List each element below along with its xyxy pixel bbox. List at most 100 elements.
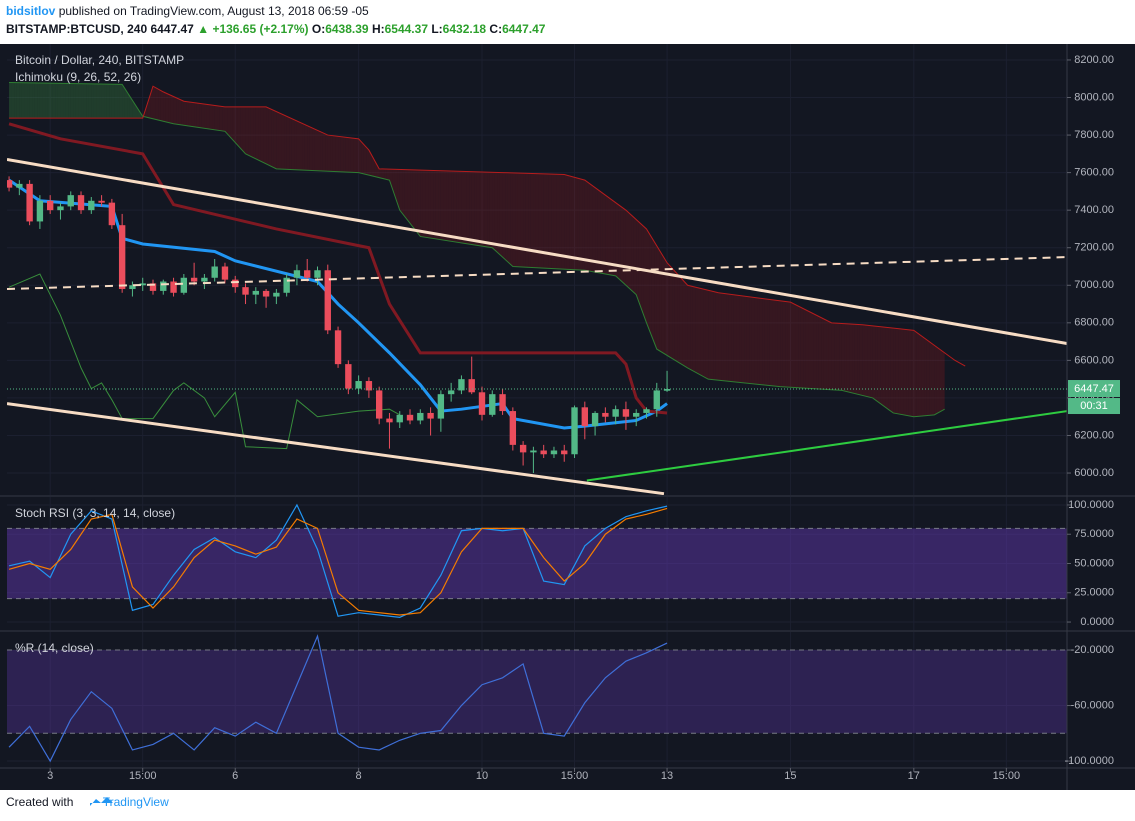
cloud-fill — [481, 171, 485, 247]
cloud-fill — [173, 96, 177, 125]
cloud-fill — [654, 241, 657, 350]
x-tick-label: 8 — [356, 770, 362, 782]
cloud-fill — [592, 185, 596, 273]
cloud-fill — [289, 117, 292, 170]
l-label: L: — [431, 22, 443, 36]
arrow: ▲ — [197, 22, 210, 36]
cloud-fill — [571, 176, 575, 270]
last-price-label: 6447.47 — [1074, 383, 1114, 395]
candle-body — [550, 450, 558, 455]
cloud-fill — [607, 197, 611, 275]
cloud-fill — [924, 337, 927, 416]
cloud-fill — [762, 298, 765, 386]
cloud-fill — [127, 92, 130, 119]
cloud-fill — [895, 328, 899, 414]
cloud-fill — [800, 307, 804, 389]
cloud-fill — [566, 175, 570, 270]
cloud-fill — [217, 105, 220, 131]
symbol: BITSTAMP:BTCUSD, 240 — [6, 22, 148, 36]
candle-body — [7, 180, 13, 188]
y-tick-label: -60.0000 — [1071, 699, 1114, 711]
cloud-fill — [332, 135, 336, 172]
cloud-fill — [160, 90, 164, 122]
cloud-fill — [389, 169, 393, 188]
cloud-fill — [201, 103, 205, 129]
trend-line — [7, 157, 1067, 345]
cloud-fill — [631, 214, 634, 293]
y-tick-label: 6200.00 — [1074, 429, 1114, 441]
cloud-fill — [710, 290, 714, 380]
brand[interactable]: TradingView — [102, 795, 169, 809]
cloud-fill — [669, 265, 673, 359]
indicator-line — [8, 503, 668, 618]
cloud-fill — [464, 171, 467, 244]
author[interactable]: bidsitlov — [6, 4, 56, 18]
cloud-fill — [906, 329, 909, 416]
cloud-fill — [27, 82, 30, 119]
cloud-fill — [152, 86, 156, 120]
cloud-fill — [726, 293, 729, 382]
cloud-fill — [430, 170, 434, 239]
cloud-fill — [327, 135, 331, 172]
cloud-fill — [854, 324, 858, 395]
cloud-fill — [376, 164, 380, 178]
cloud-line — [9, 85, 966, 367]
candle-body — [633, 412, 640, 417]
cloud-fill — [656, 245, 660, 351]
cloud-fill — [304, 124, 308, 171]
cloud-fill — [181, 100, 184, 126]
candle-body — [211, 266, 218, 278]
cloud-fill — [731, 294, 734, 382]
cloud-fill — [546, 173, 549, 269]
cloud-fill — [816, 315, 819, 390]
cloud-fill — [302, 123, 305, 171]
cloud-fill — [517, 173, 521, 267]
cloud-fill — [810, 312, 814, 389]
cloud-fill — [404, 169, 408, 221]
candle-body — [571, 407, 578, 455]
candle-body — [591, 412, 599, 427]
cloud-fill — [260, 106, 264, 163]
cloud-fill — [155, 87, 159, 121]
cloud-fill — [317, 130, 321, 171]
cloud-fill — [471, 171, 475, 245]
cloud-fill — [446, 170, 449, 241]
cloud-fill — [852, 324, 855, 394]
cloud-fill — [857, 324, 860, 395]
cloud-fill — [494, 172, 498, 253]
cloud-fill — [697, 287, 701, 375]
x-tick-label: 15:00 — [561, 770, 589, 782]
cloud-fill — [844, 323, 847, 392]
cloud-fill — [456, 171, 459, 243]
candle-body — [530, 450, 537, 453]
cloud-fill — [782, 301, 786, 387]
indicator-line — [8, 634, 668, 763]
chart-background — [0, 44, 1135, 790]
candle-body — [36, 200, 44, 222]
cloud-fill — [818, 316, 822, 390]
cloud-fill — [358, 138, 362, 174]
cloud-fill — [931, 343, 935, 416]
cloud-fill — [595, 187, 598, 273]
cloud-fill — [870, 325, 873, 398]
indicator-line — [8, 273, 400, 450]
countdown: 00:31 — [1080, 400, 1108, 412]
cloud-fill — [721, 293, 724, 381]
cloud-fill — [728, 294, 732, 382]
cloud-fill — [335, 136, 339, 172]
cloud-fill — [620, 206, 624, 283]
y-tick-label: 7800.00 — [1074, 129, 1114, 141]
created-with: Created with — [6, 795, 74, 809]
y-tick-label: 8200.00 — [1074, 54, 1114, 66]
cloud-fill — [553, 174, 557, 269]
cloud-fill — [533, 173, 536, 268]
candle-body — [201, 277, 208, 282]
candle-body — [283, 277, 290, 293]
x-tick-label: 3 — [47, 770, 53, 782]
cloud-fill — [777, 300, 781, 387]
cloud-fill — [749, 296, 752, 384]
cloud-fill — [237, 106, 241, 149]
cloud-fill — [402, 169, 405, 217]
cloud-fill — [39, 83, 43, 119]
